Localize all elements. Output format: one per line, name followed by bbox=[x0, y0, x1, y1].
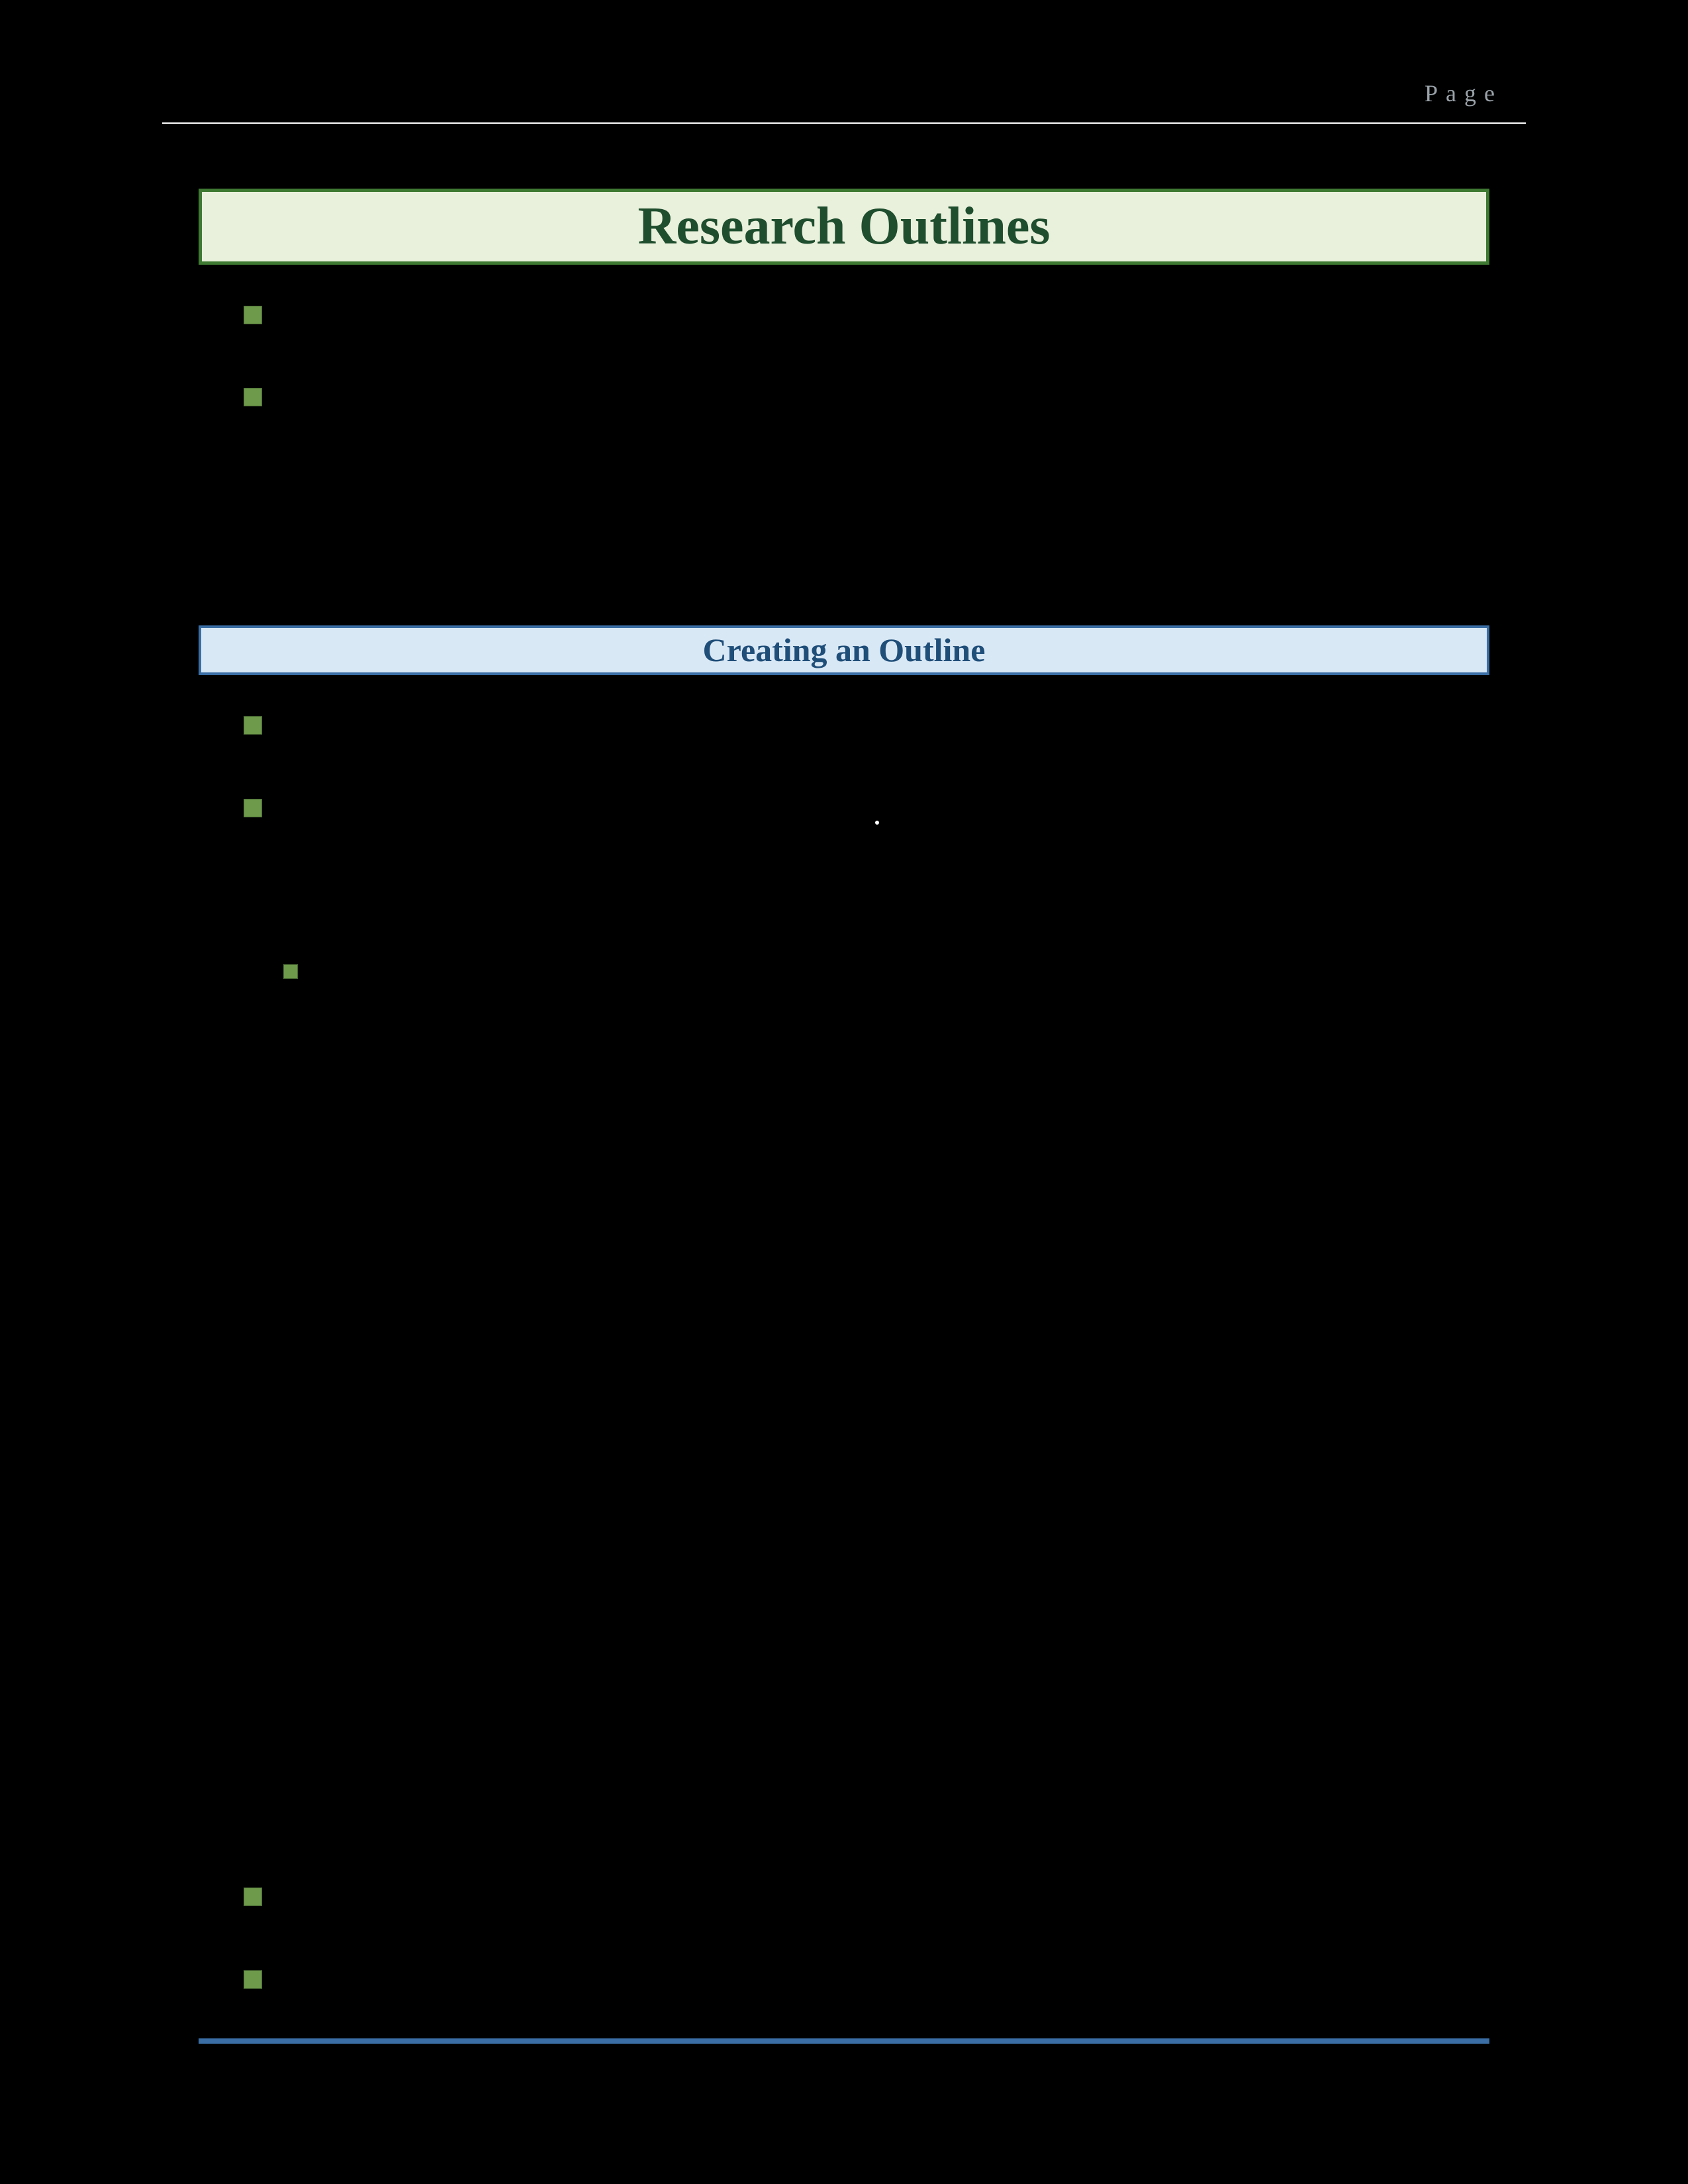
bullet-square-icon bbox=[244, 799, 262, 817]
bullet-square-icon bbox=[244, 716, 262, 735]
bullet-square-icon bbox=[244, 388, 262, 406]
bullet-square-icon bbox=[244, 1970, 262, 1989]
header-page-label: Page bbox=[1425, 79, 1503, 107]
bullet-square-icon bbox=[244, 1888, 262, 1906]
dot-icon bbox=[875, 821, 879, 825]
subtitle-text: Creating an Outline bbox=[703, 631, 986, 668]
footer-rule bbox=[199, 2038, 1489, 2044]
title-box: Research Outlines bbox=[199, 189, 1489, 265]
sub-bullet-square-icon bbox=[283, 964, 298, 979]
subtitle-box: Creating an Outline bbox=[199, 625, 1489, 675]
bullet-square-icon bbox=[244, 306, 262, 324]
header-rule bbox=[162, 122, 1526, 124]
page: Page Research Outlines Creating an Outli… bbox=[0, 0, 1688, 2184]
title-text: Research Outlines bbox=[638, 197, 1051, 255]
